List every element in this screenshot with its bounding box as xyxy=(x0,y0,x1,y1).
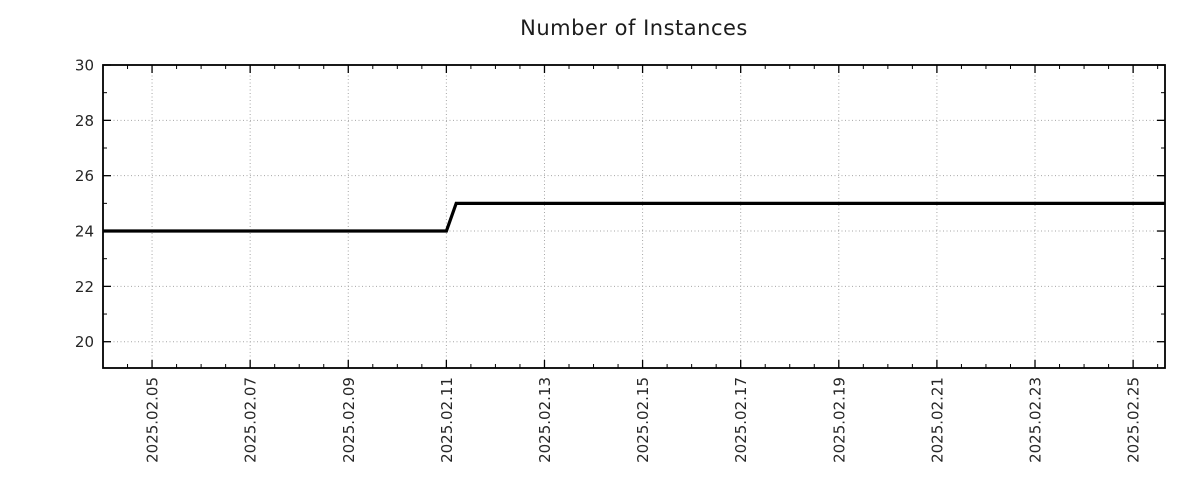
y-tick-label: 20 xyxy=(75,333,94,351)
y-tick-label: 24 xyxy=(75,223,94,241)
x-tick-label: 2025.02.19 xyxy=(830,377,848,463)
series-line-number-of-instances xyxy=(103,201,1165,233)
x-tick-label: 2025.02.17 xyxy=(732,377,750,463)
y-tick-label: 26 xyxy=(75,167,94,185)
plot-border xyxy=(102,64,1166,369)
x-tick-label: 2025.02.15 xyxy=(634,377,652,463)
y-tick-label: 22 xyxy=(75,278,94,296)
x-tick-label: 2025.02.05 xyxy=(144,377,162,463)
chart-title: Number of Instances xyxy=(520,16,748,40)
x-tick-label: 2025.02.07 xyxy=(242,377,260,463)
x-tick-label: 2025.02.09 xyxy=(340,377,358,463)
x-tick-label: 2025.02.13 xyxy=(536,377,554,463)
x-tick-label: 2025.02.23 xyxy=(1027,377,1045,463)
x-tick-label: 2025.02.21 xyxy=(928,377,946,463)
x-tick-label: 2025.02.11 xyxy=(438,377,456,463)
x-tick-label: 2025.02.25 xyxy=(1125,377,1143,463)
y-tick-label: 30 xyxy=(75,57,94,75)
y-tick-label: 28 xyxy=(75,112,94,130)
